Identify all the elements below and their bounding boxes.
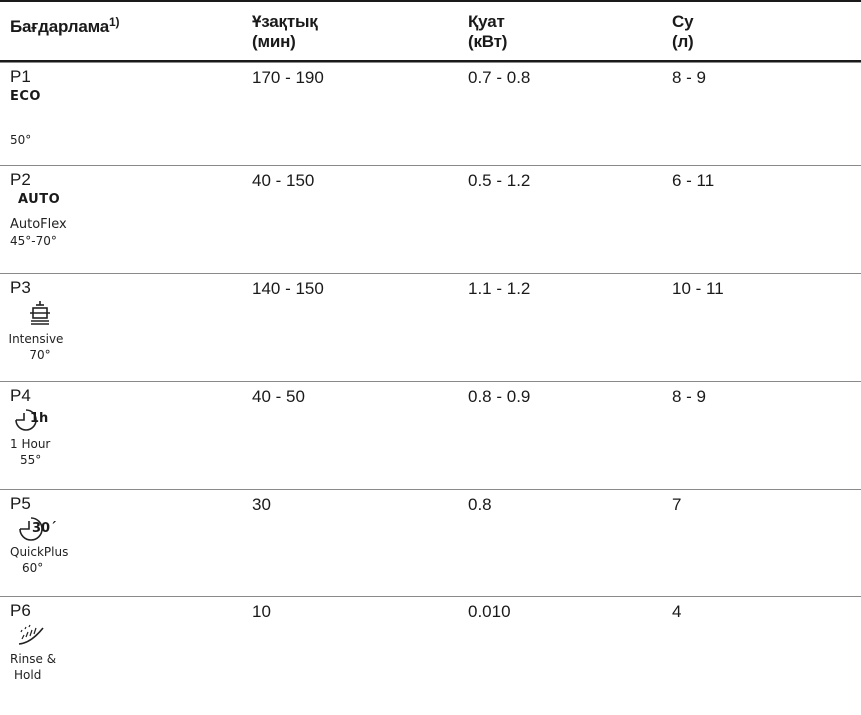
- program-name: Intensive: [8, 332, 64, 346]
- program-name: Rinse &: [10, 652, 57, 666]
- water-value: 8 - 9: [672, 68, 707, 87]
- header-water: Су (л): [672, 12, 694, 51]
- program-cell: P2 AUTO AutoFlex 45°-70°: [10, 170, 120, 249]
- energy-value: 0.8 - 0.9: [468, 387, 531, 406]
- water-value: 6 - 11: [672, 171, 715, 190]
- water-value: 4: [672, 602, 682, 621]
- program-code: P4: [10, 386, 31, 405]
- table-row: P4 1h 1 Hour 55° 40 - 50 0.8 - 0.9 8 - 9: [0, 381, 861, 489]
- program-cell: P1 ECO 50°: [10, 67, 120, 148]
- duration-value: 10: [252, 602, 271, 621]
- energy-value: 0.010: [468, 602, 511, 621]
- duration-value: 30: [252, 495, 271, 514]
- program-cell: P5 30´ QuickPlus 60°: [10, 494, 120, 576]
- quickplus-clock-icon: [18, 516, 44, 542]
- duration-value: 40 - 50: [252, 387, 305, 406]
- eco-label: ECO: [10, 89, 41, 104]
- program-name: QuickPlus: [10, 545, 69, 559]
- energy-value: 0.5 - 1.2: [468, 171, 531, 190]
- table-row: P3 Intensive 70° 140 - 150 1.1 - 1.2 10: [0, 273, 861, 381]
- table-row: P1 ECO 50° 170 - 190 0.7 - 0.8 8 - 9: [0, 62, 861, 165]
- program-code: P2: [10, 170, 31, 189]
- water-value: 8 - 9: [672, 387, 707, 406]
- program-temp: 45°-70°: [10, 234, 57, 248]
- program-name: AutoFlex: [10, 217, 67, 232]
- program-code: P1: [10, 67, 31, 86]
- energy-value: 0.8: [468, 495, 492, 514]
- program-temp: 55°: [20, 453, 42, 467]
- table-row: P2 AUTO AutoFlex 45°-70° 40 - 150 0.5 - …: [0, 165, 861, 273]
- table-row: P6 Rinse & Hold 10: [0, 596, 861, 707]
- program-temp: 70°: [29, 348, 51, 362]
- one-hour-icon-text: 1h: [30, 411, 49, 426]
- program-code: P3: [10, 278, 31, 297]
- program-temp: 50°: [10, 133, 32, 147]
- program-code: P6: [10, 601, 31, 620]
- header-duration: Ұзақтық (мин): [252, 12, 318, 51]
- header-program: Бағдарлама1): [10, 15, 120, 36]
- program-cell: P4 1h 1 Hour 55°: [10, 386, 120, 468]
- water-value: 10 - 11: [672, 279, 724, 298]
- duration-value: 140 - 150: [252, 279, 324, 298]
- energy-value: 1.1 - 1.2: [468, 279, 531, 298]
- auto-label: AUTO: [18, 192, 61, 207]
- energy-value: 0.7 - 0.8: [468, 68, 531, 87]
- program-name: 1 Hour: [10, 437, 51, 451]
- intensive-pot-icon: [29, 300, 51, 326]
- program-cell: P6 Rinse & Hold: [10, 601, 120, 683]
- program-code: P5: [10, 494, 31, 513]
- rinse-spray-icon: [16, 623, 120, 647]
- water-value: 7: [672, 495, 682, 514]
- program-cell: P3 Intensive 70°: [9, 278, 120, 363]
- quickplus-icon-text: 30´: [32, 521, 57, 536]
- duration-value: 170 - 190: [252, 68, 324, 87]
- table-row: P5 30´ QuickPlus 60° 30 0.8 7: [0, 489, 861, 596]
- duration-value: 40 - 150: [252, 171, 315, 190]
- program-temp: 60°: [22, 561, 44, 575]
- one-hour-clock-icon: [14, 408, 38, 432]
- table-header: Бағдарлама1) Ұзақтық (мин) Қуат (кВт) Су (л…: [0, 0, 861, 62]
- header-energy: Қуат (кВт): [468, 12, 508, 51]
- program-name-line2: Hold: [14, 668, 42, 682]
